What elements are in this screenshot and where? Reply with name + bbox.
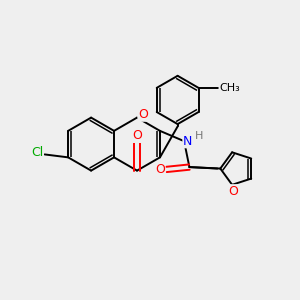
Text: CH₃: CH₃ [219, 83, 240, 93]
Text: O: O [229, 185, 238, 198]
Text: O: O [155, 163, 165, 176]
Text: Cl: Cl [31, 146, 44, 159]
Text: O: O [132, 129, 142, 142]
Text: H: H [195, 131, 204, 141]
Text: N: N [183, 135, 192, 148]
Text: O: O [138, 108, 148, 121]
